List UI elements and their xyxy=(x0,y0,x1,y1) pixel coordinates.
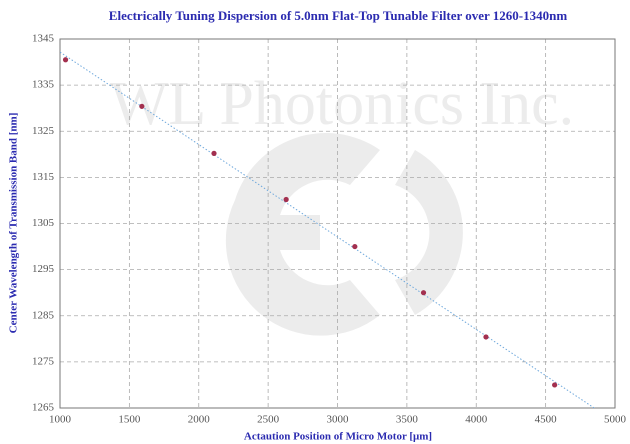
data-point xyxy=(420,290,427,296)
x-tick-label: 1500 xyxy=(118,414,141,426)
y-tick-label: 1275 xyxy=(32,355,55,367)
trend-line xyxy=(60,51,596,408)
x-tick-label: 4000 xyxy=(465,414,488,426)
y-tick-label: 1265 xyxy=(32,402,55,414)
data-point xyxy=(352,243,358,250)
x-tick-label: 1000 xyxy=(49,414,72,426)
y-tick-label: 1285 xyxy=(32,309,55,321)
x-tick-label: 4500 xyxy=(535,414,558,426)
data-point xyxy=(62,57,69,63)
plot-frame xyxy=(59,38,616,409)
x-tick-label: 5000 xyxy=(604,414,627,426)
chart-title: Electrically Tuning Dispersion of 5.0nm … xyxy=(109,8,568,23)
y-tick-label: 1325 xyxy=(32,125,55,137)
x-axis-label: Actaution Position of Micro Motor [μm] xyxy=(244,431,432,443)
y-tick-label: 1345 xyxy=(32,33,55,45)
data-point xyxy=(483,334,489,340)
data-point xyxy=(139,103,145,109)
logo-watermark xyxy=(225,133,463,336)
y-tick-label: 1315 xyxy=(32,171,55,183)
y-tick-label: 1295 xyxy=(32,263,55,275)
x-tick-label: 3000 xyxy=(327,414,350,426)
data-point xyxy=(552,382,558,388)
watermark: WL Photonics Inc. xyxy=(110,70,574,138)
y-tick-label: 1305 xyxy=(32,217,55,229)
data-point xyxy=(283,196,289,203)
data-point xyxy=(211,150,217,156)
x-tick-label: 3500 xyxy=(396,414,419,426)
y-axis-label: Center Wavelength of Transmission Band [… xyxy=(8,113,20,334)
x-tick-label: 2000 xyxy=(188,414,211,426)
x-tick-label: 2500 xyxy=(257,414,280,426)
y-tick-label: 1335 xyxy=(32,79,55,91)
